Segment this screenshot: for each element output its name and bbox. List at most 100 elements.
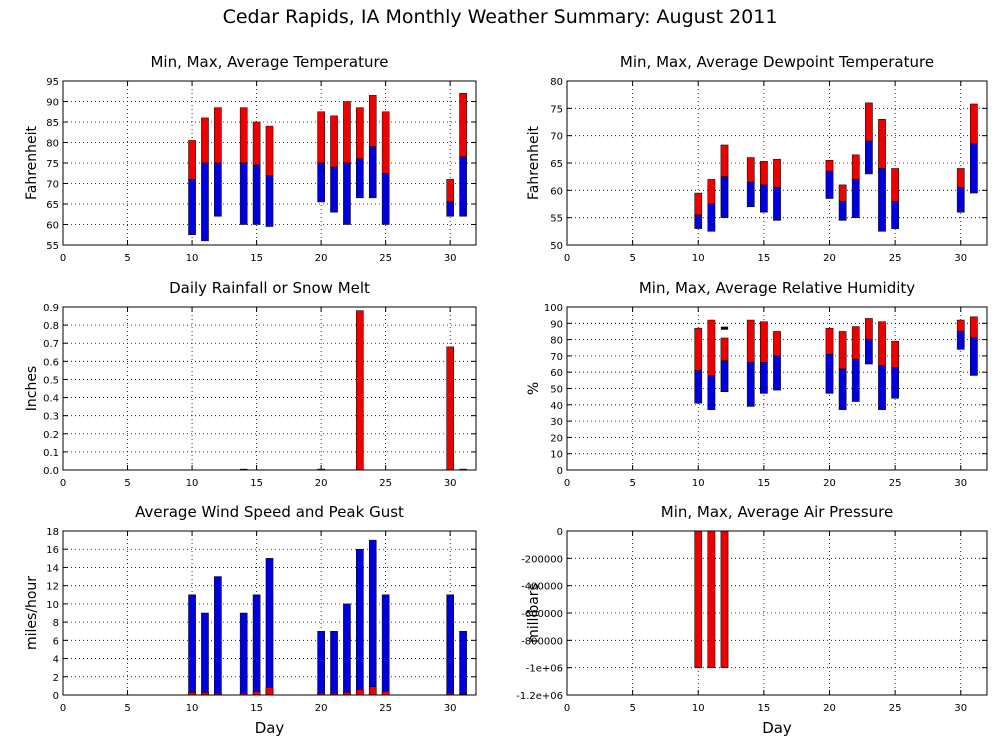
panel-humidity: Min, Max, Average Relative Humidity% 0 10 2… (526, 279, 988, 489)
x-tick-label: 5 (124, 478, 130, 489)
max-bar (265, 125, 274, 176)
min-bar (265, 175, 274, 227)
x-tick-label: 10 (186, 253, 199, 264)
y-tick-label: 0.7 (43, 339, 59, 350)
min-bar (746, 362, 755, 407)
min-bar (838, 368, 847, 410)
page-title: Cedar Rapids, IA Monthly Weather Summary… (222, 6, 778, 28)
y-tick-label: 65 (46, 200, 59, 211)
rain-bar (356, 310, 364, 471)
max-bar (343, 101, 351, 164)
max-bar (760, 161, 768, 186)
y-tick-label: 4 (53, 655, 59, 666)
y-tick-label: 30 (550, 417, 563, 428)
y-axis-label: miles/hour (24, 576, 40, 650)
gust-bar (459, 630, 467, 696)
max-bar (459, 93, 467, 158)
x-tick-label: 30 (954, 253, 967, 264)
x-tick-label: 20 (315, 703, 328, 714)
rain-bar (446, 346, 454, 471)
y-tick-label: 75 (550, 104, 563, 115)
gust-bar (214, 576, 222, 696)
y-tick-label: 6 (53, 636, 59, 647)
min-bar (343, 162, 351, 225)
bar-series (188, 93, 467, 242)
min-bar (707, 203, 716, 232)
max-bar (838, 184, 847, 202)
x-tick-label: 10 (186, 478, 199, 489)
max-bar (720, 337, 729, 362)
max-bar (956, 168, 965, 188)
min-bar (760, 362, 768, 394)
y-tick-label: 0.0 (43, 466, 59, 477)
plot-frame (566, 306, 988, 471)
x-tick-label: 0 (60, 478, 66, 489)
min-bar (214, 162, 222, 217)
panel-title: Min, Max, Average Dewpoint Temperature (620, 53, 934, 71)
x-tick-label: 30 (444, 703, 457, 714)
max-bar (956, 319, 965, 332)
y-axis-label: Fahrenheit (24, 125, 40, 200)
y-tick-label: -200000 (521, 554, 563, 565)
min-bar (956, 331, 965, 350)
plot-frame (62, 530, 477, 696)
x-tick-label: 30 (444, 253, 457, 264)
y-tick-label: 20 (550, 433, 563, 444)
x-tick-label: 15 (250, 478, 263, 489)
x-tick-label: 5 (124, 703, 130, 714)
y-tick-label: 0.6 (43, 357, 59, 368)
gust-bar (381, 594, 390, 696)
bar-series (694, 530, 729, 668)
min-bar (891, 201, 899, 229)
min-bar (878, 365, 886, 410)
y-tick-label: 80 (46, 139, 59, 150)
y-tick-label: 0.3 (43, 412, 59, 423)
x-tick-label: 5 (124, 253, 130, 264)
x-tick-label: 25 (889, 478, 902, 489)
min-bar (865, 140, 873, 175)
y-tick-label: 90 (46, 98, 59, 109)
y-tick-label: 60 (46, 221, 59, 232)
max-bar (239, 107, 248, 164)
extra-mark (720, 326, 729, 330)
x-tick-label: 20 (315, 253, 328, 264)
avg-speed-bar (381, 691, 390, 696)
min-bar (851, 358, 860, 402)
x-tick-label: 25 (889, 253, 902, 264)
plot-frame (62, 80, 477, 246)
y-tick-label: 10 (46, 600, 59, 611)
max-bar (330, 115, 338, 168)
x-tick-label: 10 (692, 703, 705, 714)
x-tick-label: 15 (758, 253, 771, 264)
x-axis-label: Day (255, 719, 285, 737)
y-tick-label: 80 (550, 77, 563, 88)
y-axis-label: Fahrenheit (526, 125, 542, 200)
x-axis-label: Day (762, 719, 792, 737)
y-tick-label: 60 (550, 186, 563, 197)
x-tick-label: 25 (889, 703, 902, 714)
y-tick-label: 55 (46, 241, 59, 252)
avg-speed-bar (356, 689, 364, 696)
y-tick-label: 0.5 (43, 375, 59, 386)
min-bar (356, 158, 364, 199)
y-tick-label: -400000 (521, 582, 563, 593)
avg-speed-bar (368, 686, 377, 696)
bar-series (188, 539, 467, 696)
min-bar (720, 360, 729, 393)
gust-bar (343, 603, 351, 696)
x-tick-label: 5 (629, 703, 635, 714)
x-tick-label: 10 (692, 478, 705, 489)
max-bar (851, 154, 860, 180)
x-tick-label: 25 (379, 253, 392, 264)
y-tick-label: 90 (550, 319, 563, 330)
panel-title: Average Wind Speed and Peak Gust (135, 503, 404, 521)
gust-bar (317, 630, 325, 696)
panel-pressure: Min, Max, Average Air Pressure millibars D… (516, 503, 988, 737)
y-tick-label: 75 (46, 159, 59, 170)
y-tick-label: 60 (550, 368, 563, 379)
min-bar (252, 164, 261, 225)
gust-bar (239, 612, 248, 696)
min-bar (188, 179, 196, 235)
max-bar (773, 158, 781, 188)
min-bar (694, 214, 703, 229)
